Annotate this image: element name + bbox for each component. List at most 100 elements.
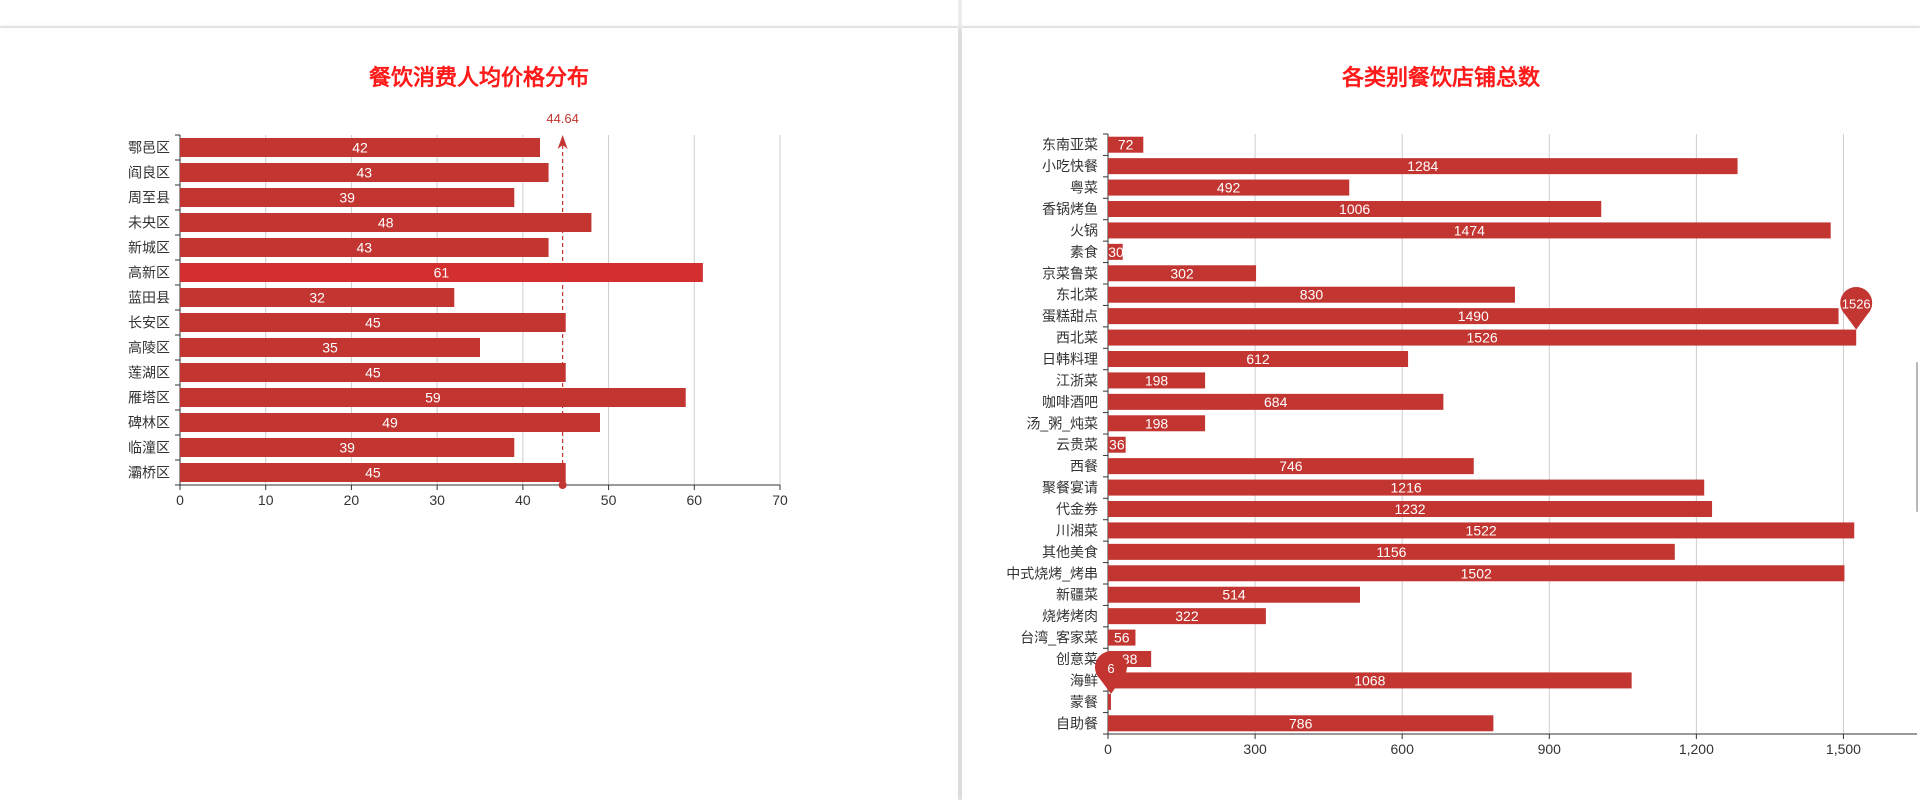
bar-value-label: 6	[1112, 694, 1120, 710]
bar-value-label: 1490	[1458, 308, 1489, 324]
bar	[180, 188, 515, 207]
x-tick-label: 300	[1243, 741, 1267, 757]
bar-value-label: 48	[378, 215, 394, 231]
category-label: 西北菜	[1056, 330, 1098, 346]
category-label: 咖啡酒吧	[1042, 394, 1098, 410]
category-label: 未央区	[128, 215, 170, 231]
price-bar-chart: 0 10 20 30 40 50 60 70 鄠邑区 42 阎良区 43 周至县 39 未央区 48 新城区 43…	[128, 111, 788, 508]
bar-value-label: 43	[356, 240, 372, 256]
category-label: 台湾_客家菜	[1020, 630, 1098, 646]
bar-value-label: 1284	[1407, 158, 1438, 174]
scrollbar[interactable]	[1916, 362, 1918, 512]
bar-value-label: 492	[1217, 180, 1241, 196]
x-tick-label: 0	[1104, 741, 1112, 757]
bar-value-label: 72	[1118, 137, 1134, 153]
category-label: 聚餐宴请	[1042, 480, 1098, 496]
bar	[180, 213, 592, 232]
bar-value-label: 1502	[1461, 565, 1492, 581]
category-label: 京菜鲁菜	[1042, 265, 1098, 281]
bar	[1108, 265, 1257, 282]
category-label: 碑林区	[128, 415, 170, 431]
bar	[1108, 415, 1206, 432]
x-tick-label: 30	[429, 492, 445, 508]
store-count-bar-chart: 0 300 600 900 1,200 1,500 东南亚菜 72 小吃快餐 1284 粤菜 492 香…	[1006, 133, 1917, 757]
bar-value-label: 45	[365, 465, 381, 481]
category-label: 雁塔区	[128, 390, 170, 406]
category-label: 烧烤烤肉	[1042, 608, 1098, 624]
bar-value-label: 684	[1264, 394, 1288, 410]
category-label: 代金券	[1056, 501, 1098, 517]
x-tick-label: 900	[1538, 741, 1562, 757]
bar	[1108, 565, 1845, 582]
x-tick-label: 0	[176, 492, 184, 508]
bar-value-label: 35	[322, 340, 338, 356]
x-tick-label: 10	[258, 492, 274, 508]
bar-value-label: 612	[1246, 351, 1270, 367]
bar	[1108, 715, 1494, 732]
mark-point-pin	[1840, 286, 1873, 330]
x-tick-label: 40	[515, 492, 531, 508]
category-label: 川湘菜	[1056, 522, 1098, 538]
category-label: 阎良区	[128, 165, 170, 181]
category-label: 西餐	[1070, 458, 1098, 474]
bar-value-label: 786	[1289, 715, 1313, 731]
bar-value-label: 322	[1175, 608, 1199, 624]
x-tick-label: 1,200	[1679, 741, 1714, 757]
average-mark-dot	[558, 481, 567, 489]
bar	[1108, 436, 1126, 453]
category-label: 新城区	[128, 240, 170, 256]
bar-value-label: 1216	[1391, 480, 1422, 496]
bar	[180, 238, 549, 257]
category-label: 中式烧烤_烤串	[1006, 565, 1098, 581]
bar	[180, 438, 515, 457]
bar-value-label: 302	[1170, 265, 1194, 281]
bar-value-label: 36	[1109, 437, 1125, 453]
bar-value-label: 45	[365, 365, 381, 381]
bar-value-label: 39	[339, 190, 355, 206]
top-strip-left	[0, 0, 958, 26]
x-tick-label: 600	[1391, 741, 1415, 757]
bar	[180, 138, 540, 157]
mark-point-pin	[1094, 651, 1127, 694]
category-label: 长安区	[128, 315, 170, 331]
chart-title-price: 餐饮消费人均价格分布	[368, 65, 589, 90]
mark-point-label: 6	[1107, 661, 1114, 676]
bar-value-label: 32	[309, 290, 325, 306]
bar-value-label: 1526	[1467, 330, 1498, 346]
category-label: 蛋糕甜点	[1042, 308, 1098, 324]
bar-value-label: 830	[1300, 287, 1324, 303]
bar	[1108, 286, 1515, 303]
bar	[1108, 393, 1444, 410]
bar	[1108, 543, 1675, 560]
category-label: 高新区	[128, 265, 170, 281]
bar-value-label: 1474	[1454, 222, 1485, 238]
category-label: 云贵菜	[1056, 437, 1098, 453]
bar	[1108, 222, 1831, 239]
bar	[1108, 501, 1713, 517]
bar-value-label: 30	[1108, 244, 1124, 260]
bar	[180, 463, 566, 482]
category-label: 高陵区	[128, 340, 170, 356]
bar	[1108, 136, 1144, 153]
bar-value-label: 61	[434, 265, 450, 281]
chart-panel-price: 餐饮消费人均价格分布 0 10 20 30 40 50 60 70 鄠邑区 42 阎良区 43 周至县 3…	[0, 28, 958, 800]
category-label: 莲湖区	[128, 365, 170, 381]
bar-value-label: 1068	[1354, 672, 1385, 688]
category-label: 灞桥区	[128, 465, 170, 481]
bar-value-label: 39	[339, 440, 355, 456]
bar	[1108, 243, 1123, 260]
category-label: 汤_粥_炖菜	[1026, 415, 1098, 431]
bar	[1108, 201, 1602, 217]
bar	[1108, 372, 1206, 389]
bar-value-label: 59	[425, 390, 441, 406]
bar	[1108, 458, 1474, 475]
bar-value-label: 1232	[1394, 501, 1425, 517]
category-label: 香锅烤鱼	[1042, 201, 1098, 217]
bar	[180, 388, 686, 407]
bar	[1108, 308, 1839, 325]
bar	[1108, 608, 1266, 625]
category-label: 粤菜	[1070, 180, 1098, 196]
category-label: 其他美食	[1042, 544, 1098, 560]
bar	[180, 413, 600, 432]
category-label: 东北菜	[1056, 287, 1098, 303]
